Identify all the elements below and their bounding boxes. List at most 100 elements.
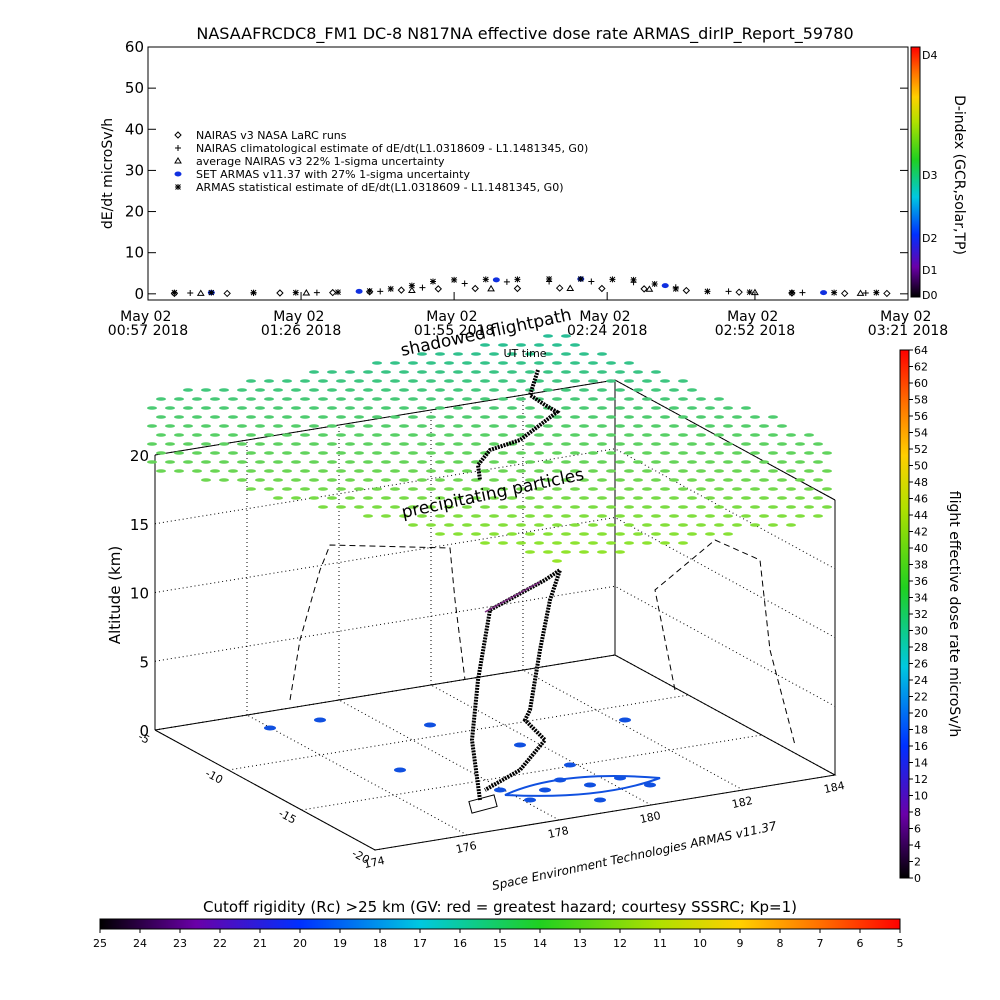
particle — [390, 361, 400, 365]
particle — [561, 352, 571, 356]
colorbar-tick-label: 21 — [253, 937, 267, 950]
x-tick-label: May 02 02:52 2018 — [715, 309, 795, 339]
marker-plus — [503, 278, 510, 285]
particle — [255, 424, 265, 428]
particle — [759, 442, 769, 446]
particle — [696, 505, 706, 509]
particle — [435, 460, 445, 464]
particle — [759, 424, 769, 428]
particle — [525, 442, 535, 446]
particle — [300, 415, 310, 419]
particle — [183, 388, 193, 392]
particle — [516, 397, 526, 401]
particle — [822, 487, 832, 491]
y-tick-label: 50 — [125, 79, 144, 97]
particle — [399, 406, 409, 410]
particle — [327, 442, 337, 446]
particle — [705, 496, 715, 500]
particle — [174, 451, 184, 455]
colorbar-tick-label: 24 — [133, 937, 147, 950]
particle — [381, 496, 391, 500]
particle — [570, 505, 580, 509]
particle — [408, 451, 418, 455]
particle — [687, 406, 697, 410]
floor-patch — [314, 717, 326, 723]
particle — [660, 505, 670, 509]
particle — [174, 433, 184, 437]
y-tick-label: 30 — [125, 161, 144, 179]
particle — [561, 514, 571, 518]
particle — [759, 514, 769, 518]
particle — [561, 478, 571, 482]
particle — [615, 406, 625, 410]
particle — [534, 487, 544, 491]
colorbar-tick-label: 14 — [533, 937, 547, 950]
particle — [201, 442, 211, 446]
flight-path — [469, 565, 564, 801]
particle — [669, 460, 679, 464]
particle — [597, 460, 607, 464]
particle — [309, 442, 319, 446]
particle — [390, 505, 400, 509]
marker-diamond — [883, 289, 891, 298]
marker-dot — [492, 277, 500, 283]
marker-plus — [419, 284, 426, 291]
particle — [444, 505, 454, 509]
particle — [822, 469, 832, 473]
particle — [327, 406, 337, 410]
marker-diamond — [555, 284, 564, 292]
particle — [795, 442, 805, 446]
particle — [633, 388, 643, 392]
particle — [579, 442, 589, 446]
lat-tick-label: -5 — [136, 730, 152, 747]
particle — [471, 442, 481, 446]
particle — [696, 397, 706, 401]
particle — [444, 361, 454, 365]
particle — [669, 406, 679, 410]
particle — [588, 415, 598, 419]
particle — [345, 424, 355, 428]
particle — [309, 370, 319, 374]
particle — [642, 415, 652, 419]
particle — [363, 478, 373, 482]
dindex-tick-label: D2 — [922, 232, 937, 245]
particle — [525, 406, 535, 410]
particle — [606, 379, 616, 383]
particle — [615, 370, 625, 374]
particle — [525, 478, 535, 482]
particle — [489, 388, 499, 392]
particle — [795, 514, 805, 518]
particle — [588, 361, 598, 365]
particle — [678, 433, 688, 437]
particle — [237, 406, 247, 410]
particle — [786, 505, 796, 509]
particle — [516, 415, 526, 419]
particle — [615, 532, 625, 536]
particle — [273, 460, 283, 464]
colorbar-tick-label: 20 — [293, 937, 307, 950]
lon-tick-label: 176 — [455, 839, 478, 856]
particle — [282, 379, 292, 383]
particle — [687, 460, 697, 464]
particle — [561, 550, 571, 554]
marker-asterisk — [651, 280, 658, 287]
x-tick-label: May 02 03:21 2018 — [868, 309, 948, 339]
particle — [741, 496, 751, 500]
particle — [552, 343, 562, 347]
particle — [381, 514, 391, 518]
particle — [219, 478, 229, 482]
particle — [507, 424, 517, 428]
particle — [633, 514, 643, 518]
particle — [354, 505, 364, 509]
particle — [714, 505, 724, 509]
particle — [453, 460, 463, 464]
particle — [741, 478, 751, 482]
floor-patch — [514, 742, 526, 748]
colorbar-tick-label: 23 — [173, 937, 187, 950]
particle — [381, 478, 391, 482]
particle — [462, 433, 472, 437]
particle — [498, 469, 508, 473]
colorbar-tick-label: 28 — [914, 641, 928, 654]
particle — [462, 487, 472, 491]
colorbar-tick-label: 13 — [573, 937, 587, 950]
